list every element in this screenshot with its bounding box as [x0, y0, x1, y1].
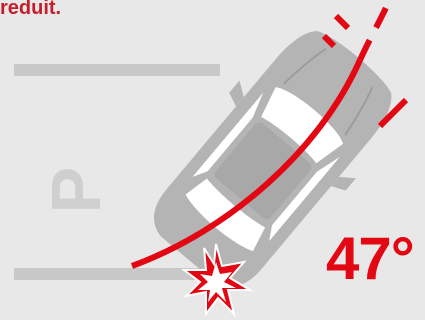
header-text: reduit.	[0, 0, 62, 19]
swept-path-arc	[130, 58, 363, 269]
car-mirror-right	[331, 176, 356, 191]
angle-label: 47°	[326, 225, 415, 292]
car-hood-line	[283, 47, 327, 85]
car-hood-line	[344, 86, 374, 136]
swept-path-arc-top	[357, 0, 393, 62]
collision-burst-core	[198, 262, 236, 302]
envelope-dash	[333, 13, 351, 31]
parking-line-bottom	[14, 268, 214, 280]
car-windshield	[261, 87, 343, 164]
car-roof	[214, 122, 312, 219]
car-mirror-left	[229, 80, 244, 107]
parking-line-top	[14, 64, 220, 76]
envelope-dash	[377, 97, 409, 129]
envelope-dash	[321, 33, 337, 49]
